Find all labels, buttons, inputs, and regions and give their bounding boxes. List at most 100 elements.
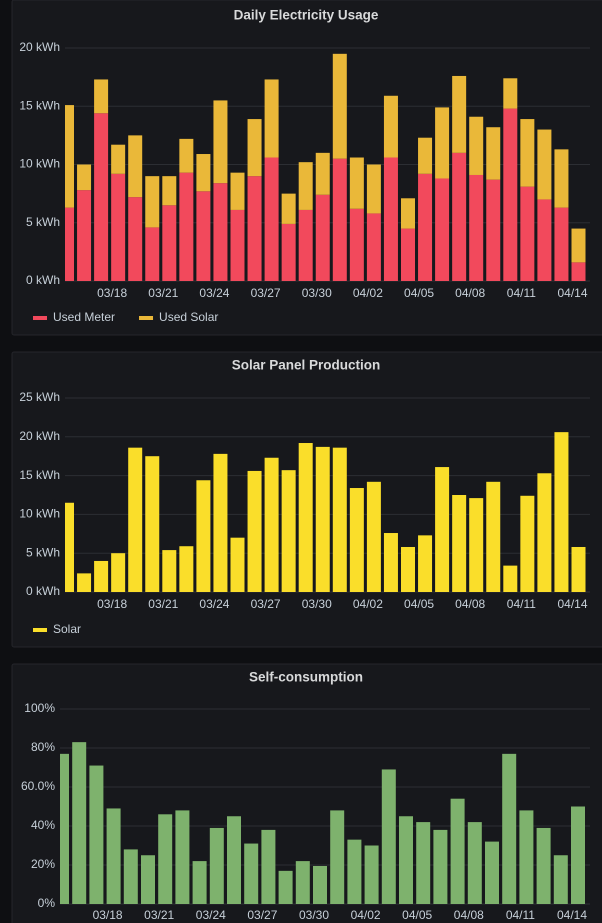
bar — [123, 849, 138, 904]
bar — [452, 495, 467, 592]
x-tick-label: 03/30 — [299, 908, 329, 922]
bar — [571, 228, 586, 263]
y-tick-label: 10 kWh — [19, 507, 60, 521]
bar — [264, 79, 279, 158]
bar — [298, 443, 313, 592]
bar — [162, 550, 177, 592]
bar — [77, 164, 92, 191]
bar — [295, 861, 310, 904]
bar — [264, 457, 279, 592]
bar — [145, 456, 160, 592]
bar — [401, 228, 415, 281]
bars — [60, 742, 585, 904]
bar — [537, 199, 552, 281]
bar — [111, 144, 126, 174]
bar — [196, 154, 211, 192]
bar — [179, 172, 194, 281]
bar — [247, 176, 262, 281]
bar — [315, 446, 330, 592]
x-tick-label: 03/18 — [97, 597, 127, 611]
x-tick-label: 04/05 — [404, 597, 434, 611]
bar — [486, 127, 501, 180]
bar — [571, 806, 585, 904]
bar — [381, 769, 396, 904]
bar — [364, 845, 379, 904]
bar — [418, 173, 433, 281]
bar — [179, 138, 194, 173]
y-tick-label: 0 kWh — [26, 273, 60, 287]
bar — [416, 822, 431, 904]
bar — [502, 753, 517, 904]
bar — [106, 808, 121, 904]
bar — [554, 432, 569, 592]
x-tick-label: 04/05 — [404, 286, 434, 300]
bar — [383, 157, 398, 281]
bar — [65, 105, 74, 208]
bar — [486, 179, 501, 281]
bar — [162, 205, 177, 281]
bar — [553, 855, 568, 904]
legend-swatch — [33, 316, 47, 320]
chart: Daily Electricity Usage 0 kWh 5 kWh 10 kWh 1… — [19, 8, 590, 324]
bar — [141, 855, 155, 904]
x-tick-label: 04/02 — [353, 286, 383, 300]
y-tick-label: 20 kWh — [19, 429, 60, 443]
bar — [332, 158, 347, 281]
x-tick-label: 04/11 — [506, 908, 535, 922]
bar — [332, 447, 347, 592]
bar — [196, 480, 211, 592]
bar — [536, 827, 551, 904]
bar — [347, 839, 362, 904]
bar — [520, 495, 535, 592]
x-tick-label: 04/14 — [557, 597, 587, 611]
bar — [315, 152, 330, 195]
bar — [537, 129, 552, 200]
bar — [111, 553, 126, 592]
x-tick-label: 03/24 — [196, 908, 226, 922]
bar — [349, 208, 364, 281]
bars — [65, 53, 586, 282]
legend-label: Used Meter — [53, 310, 115, 324]
chart-title: Solar Panel Production — [232, 358, 381, 373]
bar — [435, 107, 450, 179]
x-tick-label: 04/02 — [351, 908, 381, 922]
y-tick-label: 20 kWh — [19, 40, 60, 54]
x-tick-label: 03/21 — [148, 597, 178, 611]
x-tick-label: 03/18 — [97, 286, 127, 300]
x-tick-label: 03/27 — [251, 597, 281, 611]
bar — [298, 162, 313, 210]
y-tick-label: 10 kWh — [19, 157, 60, 171]
bar — [519, 810, 534, 904]
bar — [196, 191, 211, 281]
chart: Solar Panel Production 0 kWh 5 kWh 10 kWh 15… — [19, 358, 590, 636]
x-tick-label: 03/24 — [199, 286, 229, 300]
bar — [298, 209, 313, 281]
bar — [145, 176, 160, 228]
bar — [366, 164, 381, 214]
legend-label: Solar — [53, 622, 81, 636]
bar — [264, 157, 279, 281]
y-tick-label: 5 kWh — [26, 215, 60, 229]
x-tick-label: 03/24 — [199, 597, 229, 611]
legend-swatch — [33, 628, 47, 632]
bar — [60, 753, 69, 904]
y-tick-label: 100% — [24, 701, 55, 715]
bar — [349, 488, 364, 592]
y-tick-label: 40% — [31, 818, 55, 832]
x-tick-label: 04/08 — [454, 908, 484, 922]
bar — [77, 573, 92, 592]
bar — [261, 829, 276, 904]
bar — [452, 152, 467, 281]
bar — [469, 498, 484, 592]
x-tick-label: 04/08 — [455, 597, 485, 611]
bar — [213, 100, 228, 184]
bars — [65, 432, 586, 592]
bar — [503, 565, 518, 592]
chart: Self-consumption 0% 20% 40% 60.0% 80% 100% 03/1… — [21, 670, 590, 922]
bar — [503, 108, 518, 281]
bar — [230, 172, 245, 210]
x-tick-label: 03/18 — [93, 908, 123, 922]
y-tick-label: 60.0% — [21, 779, 55, 793]
chart-title: Daily Electricity Usage — [234, 8, 379, 23]
x-tick-label: 03/30 — [302, 286, 332, 300]
